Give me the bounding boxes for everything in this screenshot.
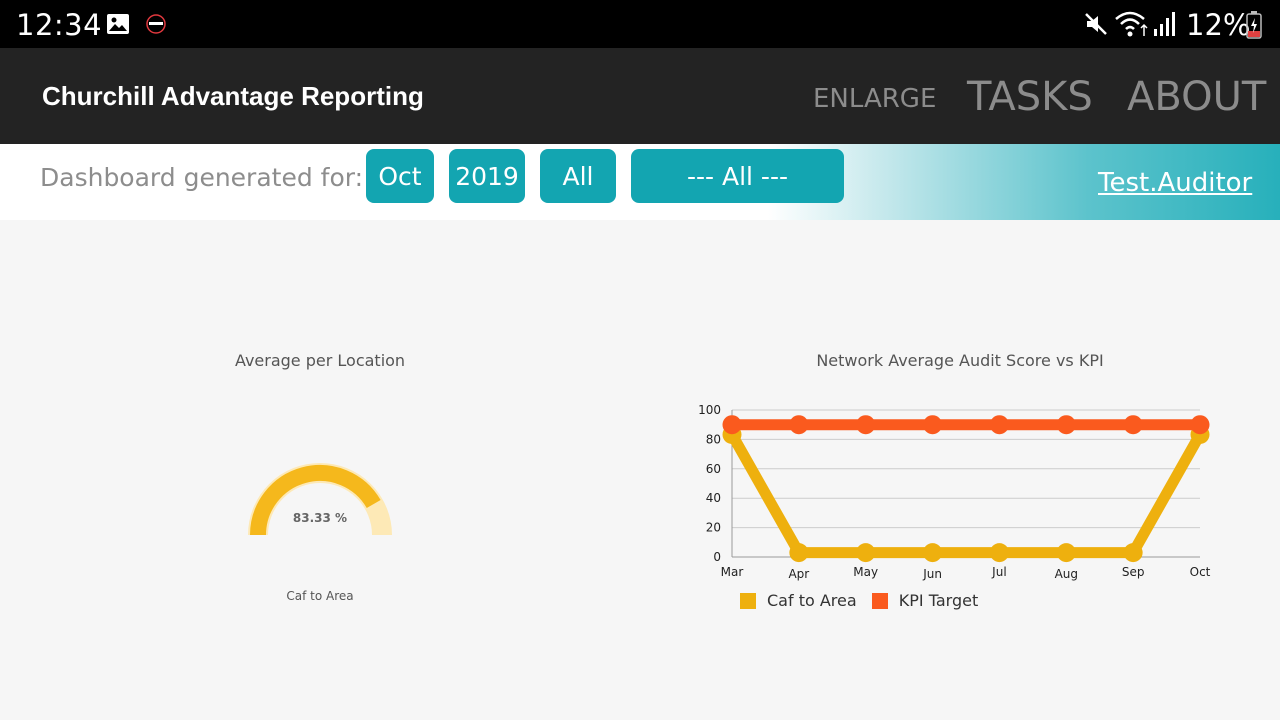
y-tick-label: 40 bbox=[706, 491, 721, 505]
chart-title: Network Average Audit Score vs KPI bbox=[816, 351, 1104, 370]
data-point-1 bbox=[989, 415, 1009, 435]
signal-icon bbox=[1154, 12, 1175, 36]
gauge-fill bbox=[250, 465, 381, 536]
x-tick-label: Aug bbox=[1055, 567, 1078, 581]
gallery-icon bbox=[107, 14, 129, 34]
battery-percent: 12% bbox=[1186, 8, 1251, 42]
y-tick-label: 100 bbox=[698, 403, 721, 417]
x-tick-label: Sep bbox=[1122, 565, 1145, 579]
line-chart: 0 20 40 60 80 100 Mar Apr May Jun Jul Aug Sep Oct bbox=[698, 403, 1211, 581]
data-point-1 bbox=[856, 415, 876, 435]
data-point-0 bbox=[1056, 543, 1076, 563]
x-tick-label: Jun bbox=[922, 567, 942, 581]
data-point-1 bbox=[923, 415, 943, 435]
legend-label-caf-to-area: Caf to Area bbox=[767, 591, 857, 610]
x-tick-label: Apr bbox=[788, 567, 809, 581]
data-point-0 bbox=[923, 543, 943, 563]
y-tick-label: 80 bbox=[706, 432, 721, 446]
legend-item-caf-to-area[interactable]: Caf to Area bbox=[740, 591, 857, 610]
status-time: 12:34 bbox=[16, 8, 103, 42]
status-bar: 12:34 12% bbox=[0, 0, 1280, 48]
about-button[interactable]: ABOUT bbox=[1127, 74, 1267, 120]
scope-select[interactable]: All bbox=[540, 149, 616, 203]
x-tick-label: Oct bbox=[1190, 565, 1211, 579]
x-tick-label: Mar bbox=[721, 565, 744, 579]
data-point-1 bbox=[1190, 415, 1210, 435]
gauge-chart bbox=[248, 463, 392, 536]
legend-swatch-kpi-target bbox=[871, 592, 888, 609]
app-notification-icon bbox=[146, 14, 166, 34]
x-tick-label: Jul bbox=[991, 565, 1006, 579]
y-tick-label: 60 bbox=[706, 462, 721, 476]
x-tick-label: May bbox=[853, 565, 878, 579]
battery-charging-icon bbox=[1246, 11, 1262, 39]
legend-swatch-caf-to-area bbox=[740, 592, 756, 609]
month-select[interactable]: Oct bbox=[366, 149, 434, 203]
location-select[interactable]: --- All --- bbox=[631, 149, 844, 203]
gauge-value: 83.33 % bbox=[292, 511, 348, 525]
gauge-title: Average per Location bbox=[234, 351, 406, 370]
data-point-1 bbox=[722, 415, 742, 435]
legend-item-kpi-target[interactable]: KPI Target bbox=[871, 591, 979, 610]
data-point-1 bbox=[789, 415, 809, 435]
app-title: Churchill Advantage Reporting bbox=[42, 81, 424, 111]
data-point-0 bbox=[989, 543, 1009, 563]
year-select[interactable]: 2019 bbox=[449, 149, 525, 203]
chart-legend: Caf to Area KPI Target bbox=[740, 591, 988, 613]
tasks-button[interactable]: TASKS bbox=[967, 74, 1093, 120]
data-point-0 bbox=[856, 543, 876, 563]
data-point-0 bbox=[1123, 543, 1143, 563]
mute-icon bbox=[1085, 13, 1107, 35]
legend-label-kpi-target: KPI Target bbox=[898, 591, 979, 610]
data-point-1 bbox=[1056, 415, 1076, 435]
data-point-0 bbox=[789, 543, 809, 563]
dashboard-filter-label: Dashboard generated for: bbox=[40, 163, 364, 192]
data-point-1 bbox=[1123, 415, 1143, 435]
filter-bar: Dashboard generated for: Oct 2019 All --… bbox=[0, 144, 1280, 220]
y-tick-label: 0 bbox=[713, 550, 721, 564]
enlarge-button[interactable]: ENLARGE bbox=[813, 84, 937, 114]
y-tick-label: 20 bbox=[706, 521, 721, 535]
user-link[interactable]: Test.Auditor bbox=[1098, 168, 1253, 198]
app-bar: Churchill Advantage Reporting ENLARGE TA… bbox=[0, 48, 1280, 144]
wifi-icon bbox=[1115, 11, 1148, 37]
series-line-0 bbox=[726, 429, 1206, 559]
gauge-label: Caf to Area bbox=[286, 589, 354, 603]
